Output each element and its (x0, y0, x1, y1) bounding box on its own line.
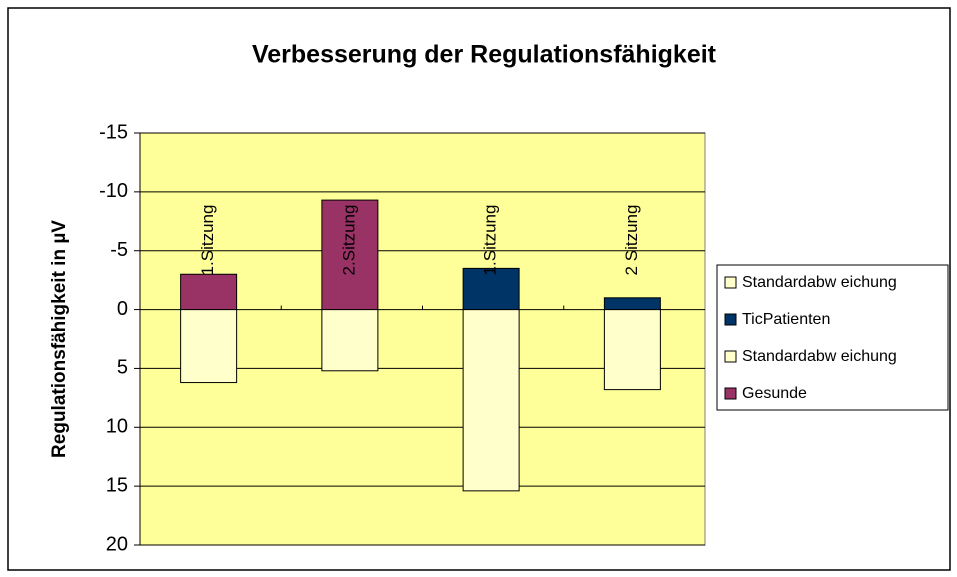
bar-annotation: 2.Sitzung (339, 205, 358, 276)
bar-annotation: 2 Sitzung (622, 205, 641, 276)
bar (603, 309, 661, 391)
bar (462, 267, 520, 311)
bar (180, 273, 238, 311)
legend-label: Standardabw eichung (742, 348, 897, 365)
legend (716, 264, 949, 411)
y-tick-label: -5 (110, 239, 128, 261)
bar (462, 309, 520, 492)
chart-title: Verbesserung der Regulationsfähigkeit (252, 41, 717, 69)
y-tick-label: -10 (99, 180, 128, 202)
y-tick-label: 10 (106, 416, 128, 438)
bar (321, 309, 379, 372)
legend-label: Standardabw eichung (742, 274, 897, 291)
legend-swatch (724, 350, 737, 363)
legend-swatch (724, 387, 737, 400)
legend-label: Gesunde (742, 385, 807, 402)
bar (321, 199, 379, 311)
legend-swatch (724, 313, 737, 326)
y-tick-label: 15 (106, 474, 128, 496)
legend-label: TicPatienten (742, 311, 830, 328)
bar (603, 297, 661, 311)
bar-annotation: 1.Sitzung (198, 205, 217, 276)
y-tick-label: 20 (106, 533, 128, 555)
bar-annotation: 1.Sitzung (481, 205, 500, 276)
y-tick-label: 5 (117, 357, 128, 379)
bar (180, 309, 238, 384)
legend-swatch (724, 276, 737, 289)
y-tick-label: 0 (117, 298, 128, 320)
y-tick-label: -15 (99, 121, 128, 143)
y-axis-label: Regulationsfähigkeit in µV (49, 220, 70, 458)
